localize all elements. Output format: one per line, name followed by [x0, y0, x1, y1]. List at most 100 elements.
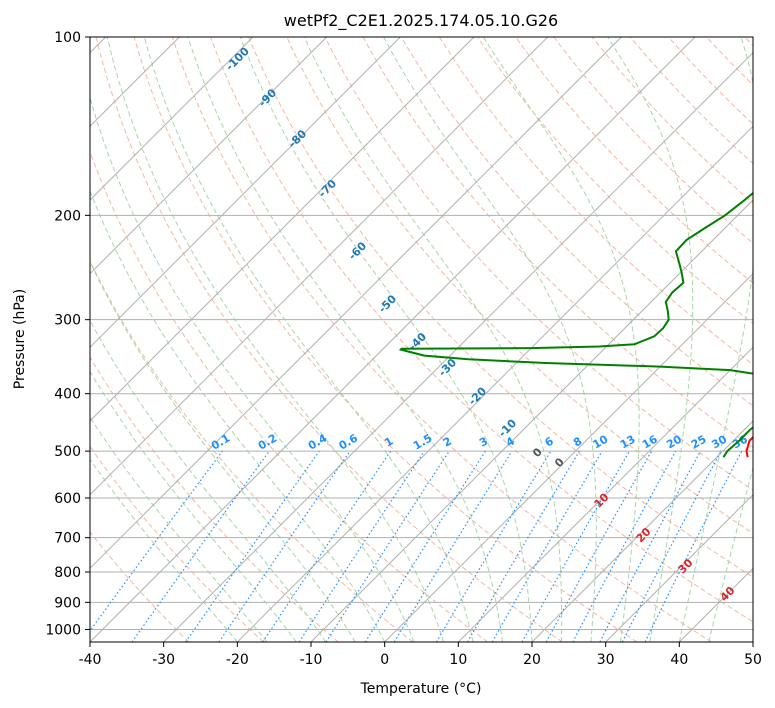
dry-adiabat-line — [90, 150, 488, 642]
isotherm-line — [163, 51, 753, 642]
x-tick-label: 40 — [670, 652, 688, 668]
mixing-ratio-label: 13 — [618, 433, 638, 452]
moist-adiabat-line — [383, 37, 597, 642]
sounding-series — [398, 191, 753, 458]
x-tick-label: 20 — [523, 652, 541, 668]
mixing-ratio-label: 10 — [591, 432, 611, 451]
moist-adiabat-line — [303, 37, 563, 642]
chart-title: wetPf2_C2E1.2025.174.05.10.G26 — [284, 11, 558, 31]
isotherm-line — [310, 199, 753, 642]
moist-adiabat-line — [90, 458, 238, 642]
dry-adiabat-line — [668, 37, 753, 125]
x-tick-label: 10 — [449, 652, 467, 668]
y-tick-label: 800 — [54, 565, 81, 581]
isotherm-line — [605, 493, 753, 642]
y-tick-label: 200 — [54, 208, 81, 224]
moist-adiabat-line — [143, 37, 474, 642]
y-tick-label: 600 — [54, 491, 81, 507]
mixing-ratio-line — [298, 450, 425, 642]
dry-adiabat-line — [438, 37, 753, 366]
dry-adiabat-line — [90, 356, 339, 642]
dry-adiabat-line — [744, 37, 753, 47]
x-tick-label: 50 — [744, 652, 762, 668]
isotherm-line — [90, 37, 401, 349]
mixing-ratio-line — [644, 450, 743, 642]
x-axis: -40 -30 -20 -10 0 10 20 30 40 50 — [79, 642, 762, 668]
moist-adiabat-line — [90, 260, 356, 642]
dry-adiabat-line — [90, 531, 190, 642]
isopleth-labels: 0.1 0.2 0.4 0.6 1 1.5 2 3 4 6 8 10 13 16 20 25 30 36-100-… — [209, 44, 750, 604]
x-axis-title: Temperature (°C) — [360, 681, 482, 697]
isotherm-label: -30 — [436, 356, 459, 379]
mixing-ratio-line — [325, 450, 450, 642]
mixing-ratio-line — [185, 450, 320, 642]
dry-adiabat-line — [90, 259, 414, 642]
y-tick-label: 900 — [54, 595, 81, 611]
y-tick-label: 400 — [54, 387, 81, 403]
isotherm-label: -100 — [223, 44, 252, 73]
y-axis-title: Pressure (hPa) — [12, 289, 28, 389]
isotherm-line — [678, 567, 753, 642]
x-tick-label: -40 — [79, 652, 102, 668]
x-tick-label: 0 — [380, 652, 389, 668]
mixing-ratio-label: 1.5 — [411, 432, 434, 453]
moist-adiabat-line — [90, 319, 327, 642]
background-lines — [90, 37, 753, 642]
mixing-ratio-line — [572, 450, 677, 642]
x-tick-label: -30 — [152, 652, 175, 668]
mixing-ratio-label: 3 — [477, 435, 490, 450]
dry-adiabat-line — [324, 37, 753, 491]
isotherm-line — [90, 37, 328, 275]
dry-adiabat-line — [95, 37, 563, 642]
dry-adiabat-line — [90, 445, 264, 642]
isotherm-label: -70 — [316, 177, 339, 200]
mixing-ratio-label: 0.4 — [306, 431, 330, 452]
moist-adiabat-line — [708, 466, 753, 642]
y-tick-label: 100 — [54, 30, 81, 46]
y-tick-label: 300 — [54, 313, 81, 329]
mixing-ratio-line — [393, 450, 513, 642]
moist-adiabat-line — [239, 37, 533, 642]
isotherm-label: -50 — [376, 292, 399, 315]
y-tick-label: 700 — [54, 531, 81, 547]
dry-adiabat-line — [171, 37, 712, 642]
dry-adiabat-line — [515, 37, 753, 284]
mixing-ratio-line — [90, 450, 223, 632]
mixing-ratio-line — [599, 450, 702, 642]
isotherm-label: -60 — [346, 239, 369, 262]
moist-adiabat-line — [678, 37, 753, 642]
isotherm-label: -40 — [406, 330, 429, 353]
isotherm-label: 20 — [634, 525, 654, 545]
isotherm-line — [531, 420, 753, 642]
isotherm-label: -90 — [256, 86, 279, 109]
moist-adiabat-line — [482, 37, 640, 642]
mixing-ratio-label: 0.1 — [209, 432, 232, 453]
mixing-ratio-label: 8 — [571, 435, 584, 450]
x-tick-label: -20 — [226, 652, 249, 668]
isotherm-line — [90, 37, 475, 422]
isotherm-label: -80 — [286, 127, 309, 150]
mixing-ratio-line — [545, 450, 653, 642]
isotherm-label: -20 — [466, 384, 489, 407]
moist-adiabat-line — [607, 37, 694, 642]
y-tick-label: 1000 — [45, 622, 81, 638]
y-axis: 100 200 300 400 500 600 700 800 900 1000 — [45, 30, 90, 638]
isotherm-line — [752, 641, 753, 642]
x-tick-label: 30 — [597, 652, 615, 668]
x-tick-label: -10 — [300, 652, 323, 668]
moist-adiabat-line — [187, 37, 503, 642]
mixing-ratio-line — [218, 450, 351, 642]
isotherm-line — [90, 37, 696, 642]
isotherm-label: 10 — [592, 490, 612, 510]
mixing-ratio-label: 30 — [709, 432, 729, 451]
mixing-ratio-label: 16 — [640, 432, 660, 451]
mixing-ratio-label: 25 — [689, 433, 709, 452]
isotherm-line — [457, 346, 753, 642]
dry-adiabat-line — [248, 37, 753, 578]
dry-adiabat-line — [591, 37, 753, 204]
mixing-ratio-line — [131, 450, 270, 642]
moist-adiabat-line — [90, 416, 268, 642]
plot-frame — [89, 36, 754, 643]
isotherm-line — [384, 272, 753, 642]
